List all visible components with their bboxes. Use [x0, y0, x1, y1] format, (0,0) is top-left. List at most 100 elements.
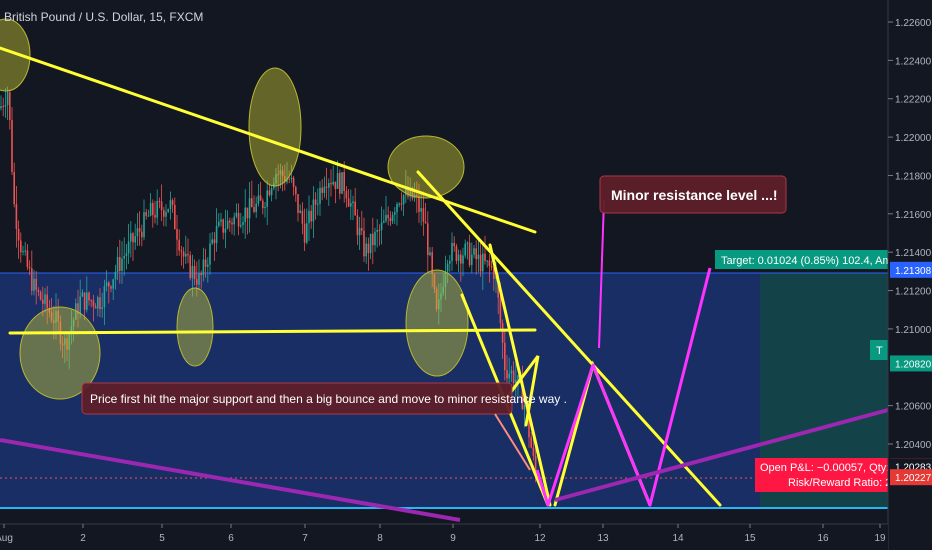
- candle-body: [75, 303, 77, 320]
- candle-body: [215, 225, 218, 244]
- annotation-resistance-text: Minor resistance level ...!: [611, 187, 778, 203]
- rr-label-text: Risk/Reward Ratio: 2: [788, 477, 891, 489]
- candle-body: [383, 220, 385, 223]
- candle-body: [83, 292, 86, 310]
- candle-body: [508, 373, 510, 379]
- candle-body: [130, 233, 132, 242]
- candle-body: [149, 202, 152, 216]
- price-tick-label: 1.21600: [895, 210, 932, 221]
- candle-body: [152, 202, 154, 216]
- candle-body: [334, 181, 337, 189]
- time-tick-label: 6: [228, 533, 234, 544]
- highlight-ellipse-1: [0, 18, 31, 92]
- candle-body: [493, 267, 495, 279]
- candle-body: [266, 190, 268, 207]
- price-tick-label: 1.22200: [895, 95, 932, 106]
- candle-body: [77, 303, 79, 314]
- candle-body: [365, 243, 367, 257]
- candle-body: [94, 306, 97, 309]
- candle-body: [207, 264, 209, 267]
- candle-body: [286, 178, 288, 183]
- candle-body: [185, 253, 187, 257]
- candle-body: [343, 172, 345, 191]
- candle-body: [57, 311, 59, 322]
- candle-body: [182, 251, 185, 257]
- candle-body: [0, 106, 2, 109]
- candle-body: [231, 222, 233, 225]
- candle-body: [255, 203, 257, 213]
- candle-body: [356, 215, 359, 236]
- annotation-support-text: Price first hit the major support and th…: [90, 392, 567, 406]
- side-tag-text: T: [876, 345, 883, 357]
- candle-body: [55, 311, 57, 323]
- candle-body: [416, 195, 418, 197]
- candle-body: [299, 210, 301, 213]
- price-axis-label: 1.20820: [895, 359, 932, 370]
- candle-body: [378, 229, 381, 231]
- time-tick-label: 13: [597, 533, 609, 544]
- candle-body: [169, 200, 172, 209]
- candle-body: [422, 208, 425, 222]
- candle-body: [477, 254, 480, 260]
- candle-body: [141, 231, 143, 238]
- target-label-text: Target: 0.01024 (0.85%) 102.4, Amo: [721, 255, 898, 267]
- candle-body: [156, 200, 158, 218]
- candle-body: [372, 233, 374, 246]
- highlight-ellipse-2: [19, 306, 101, 400]
- candle-body: [176, 229, 178, 240]
- candle-body: [147, 215, 150, 217]
- candle-body: [220, 219, 222, 222]
- time-tick-label: 9: [450, 533, 456, 544]
- candle-body: [288, 178, 290, 180]
- time-tick-label: 19: [874, 533, 886, 544]
- candle-body: [64, 338, 66, 345]
- candle-body: [237, 212, 240, 227]
- candle-body: [312, 199, 315, 222]
- candle-body: [2, 106, 4, 108]
- candle-body: [424, 221, 427, 224]
- candle-body: [427, 223, 429, 256]
- price-tick-label: 1.21200: [895, 287, 932, 298]
- candle-body: [116, 257, 119, 272]
- candle-body: [268, 190, 271, 196]
- candle-body: [163, 210, 165, 217]
- candle-body: [363, 230, 365, 257]
- candle-body: [264, 206, 266, 209]
- candle-body: [380, 222, 383, 231]
- candle-body: [387, 214, 389, 218]
- candle-body: [385, 214, 387, 221]
- candle-body: [400, 203, 403, 205]
- time-axis[interactable]: [0, 524, 888, 550]
- candle-body: [394, 212, 396, 215]
- candle-body: [121, 258, 123, 271]
- candle-body: [99, 297, 101, 310]
- candle-body: [440, 293, 442, 300]
- candle-body: [352, 201, 354, 204]
- candle-body: [471, 254, 473, 266]
- candle-body: [341, 172, 343, 194]
- candle-body: [88, 292, 90, 301]
- highlight-ellipse-4: [248, 67, 302, 187]
- candle-body: [290, 177, 293, 179]
- candle-body: [70, 326, 73, 334]
- candle-body: [438, 299, 440, 310]
- pointer-line: [598, 199, 605, 349]
- candle-body: [510, 370, 513, 374]
- candle-body: [202, 259, 205, 276]
- candle-body: [191, 266, 194, 278]
- candle-body: [160, 201, 163, 211]
- candle-body: [105, 282, 108, 287]
- candle-body: [90, 300, 92, 302]
- price-axis-label-box: [890, 469, 932, 486]
- candle-body: [504, 342, 506, 371]
- purple-line-lower: [0, 438, 461, 522]
- candle-body: [81, 292, 84, 297]
- candle-body: [479, 254, 482, 272]
- time-tick-label: 2: [80, 533, 86, 544]
- side-tag-box: [870, 340, 888, 360]
- candle-body: [127, 241, 130, 254]
- candle-body: [407, 188, 409, 197]
- candle-body: [198, 272, 200, 285]
- candle-body: [297, 194, 299, 213]
- candle-body: [123, 256, 125, 259]
